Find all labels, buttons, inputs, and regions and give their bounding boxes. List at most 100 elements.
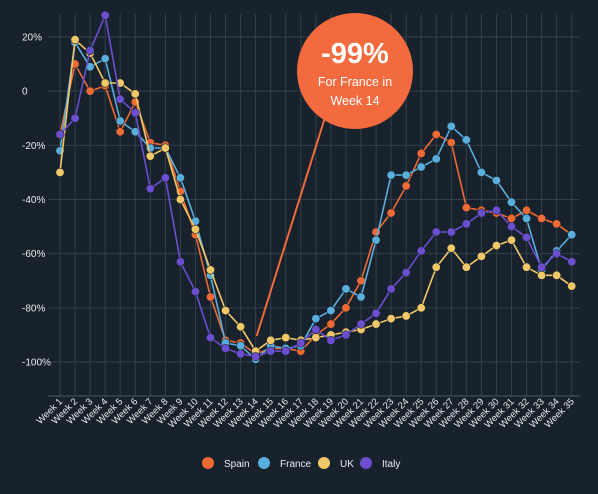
data-point-spain bbox=[85, 86, 95, 96]
data-point-uk bbox=[567, 281, 577, 291]
legend-marker-italy bbox=[360, 457, 372, 469]
data-point-italy bbox=[446, 227, 456, 237]
data-point-uk bbox=[100, 78, 110, 88]
data-point-france bbox=[311, 314, 321, 324]
data-point-uk bbox=[552, 270, 562, 280]
data-point-uk bbox=[206, 265, 216, 275]
legend-label-spain: Spain bbox=[224, 459, 250, 470]
data-point-france bbox=[416, 162, 426, 172]
legend-item-france: France bbox=[258, 457, 312, 470]
data-point-uk bbox=[145, 151, 155, 161]
data-point-italy bbox=[55, 130, 65, 140]
data-point-italy bbox=[115, 94, 125, 104]
data-point-italy bbox=[85, 46, 95, 56]
data-point-spain bbox=[115, 127, 125, 137]
data-point-spain bbox=[506, 213, 516, 223]
data-point-italy bbox=[522, 232, 532, 242]
legend-marker-france bbox=[258, 457, 270, 469]
data-point-france bbox=[341, 284, 351, 294]
data-point-spain bbox=[552, 219, 562, 229]
data-point-uk bbox=[190, 224, 200, 234]
data-point-france bbox=[506, 197, 516, 207]
data-point-uk bbox=[446, 243, 456, 253]
data-point-france bbox=[522, 213, 532, 223]
series-uk bbox=[55, 35, 577, 356]
legend-item-italy: Italy bbox=[360, 457, 400, 470]
legend-label-uk: UK bbox=[340, 459, 354, 470]
data-point-italy bbox=[160, 173, 170, 183]
data-point-spain bbox=[522, 205, 532, 215]
callout: -99% For France in Week 14 bbox=[255, 13, 413, 337]
grid-layer bbox=[48, 14, 580, 397]
data-point-france bbox=[386, 170, 396, 180]
data-point-italy bbox=[251, 352, 261, 362]
data-point-italy bbox=[70, 113, 80, 123]
data-point-uk bbox=[160, 143, 170, 153]
data-point-uk bbox=[281, 333, 291, 343]
data-point-italy bbox=[130, 108, 140, 118]
data-point-uk bbox=[401, 311, 411, 321]
data-point-france bbox=[326, 306, 336, 316]
callout-bubble bbox=[297, 13, 413, 129]
data-point-spain bbox=[401, 181, 411, 191]
data-point-italy bbox=[296, 338, 306, 348]
data-point-france bbox=[175, 173, 185, 183]
data-point-uk bbox=[491, 241, 501, 251]
data-point-italy bbox=[236, 349, 246, 359]
data-point-italy bbox=[145, 184, 155, 194]
data-point-uk bbox=[70, 35, 80, 45]
data-point-uk bbox=[522, 262, 532, 272]
data-point-italy bbox=[461, 219, 471, 229]
legend-marker-uk bbox=[318, 457, 330, 469]
data-point-uk bbox=[461, 262, 471, 272]
data-point-italy bbox=[175, 257, 185, 267]
data-point-france bbox=[100, 54, 110, 64]
callout-text-line-1: For France in bbox=[318, 75, 392, 89]
y-tick-label: 20% bbox=[22, 33, 42, 44]
y-tick-label: -20% bbox=[22, 141, 45, 152]
legend: Spain France UK Italy bbox=[202, 457, 400, 470]
data-point-france bbox=[476, 167, 486, 177]
data-point-spain bbox=[461, 203, 471, 213]
callout-value: -99% bbox=[321, 38, 389, 70]
legend-label-france: France bbox=[280, 459, 312, 470]
data-point-italy bbox=[491, 205, 501, 215]
y-axis-ticks: 20% 0 -20% -40% -60% -80% -100% bbox=[22, 33, 51, 369]
data-point-spain bbox=[326, 319, 336, 329]
data-point-france bbox=[431, 154, 441, 164]
data-point-france bbox=[401, 170, 411, 180]
y-tick-label: -60% bbox=[22, 249, 45, 260]
data-point-italy bbox=[266, 346, 276, 356]
data-point-italy bbox=[341, 330, 351, 340]
y-tick-label: -80% bbox=[22, 303, 45, 314]
data-point-france bbox=[461, 135, 471, 145]
data-point-uk bbox=[386, 314, 396, 324]
data-point-france bbox=[115, 116, 125, 126]
data-point-france bbox=[446, 121, 456, 131]
data-point-italy bbox=[206, 333, 216, 343]
data-point-italy bbox=[567, 257, 577, 267]
data-point-spain bbox=[537, 213, 547, 223]
y-tick-label: 0 bbox=[22, 87, 28, 98]
data-point-italy bbox=[356, 319, 366, 329]
data-point-italy bbox=[100, 10, 110, 20]
data-point-uk bbox=[236, 322, 246, 332]
data-point-italy bbox=[221, 343, 231, 353]
data-point-uk bbox=[416, 303, 426, 313]
data-point-italy bbox=[476, 208, 486, 218]
data-point-italy bbox=[416, 246, 426, 256]
legend-item-uk: UK bbox=[318, 457, 354, 470]
series-layer bbox=[55, 10, 577, 364]
y-tick-label: -100% bbox=[22, 358, 51, 369]
legend-label-italy: Italy bbox=[382, 459, 400, 470]
data-point-italy bbox=[537, 262, 547, 272]
data-point-uk bbox=[431, 262, 441, 272]
data-point-spain bbox=[446, 138, 456, 148]
data-point-italy bbox=[552, 249, 562, 259]
data-point-uk bbox=[221, 306, 231, 316]
data-point-spain bbox=[416, 148, 426, 158]
data-point-italy bbox=[326, 335, 336, 345]
legend-item-spain: Spain bbox=[202, 457, 250, 470]
data-point-italy bbox=[311, 324, 321, 334]
